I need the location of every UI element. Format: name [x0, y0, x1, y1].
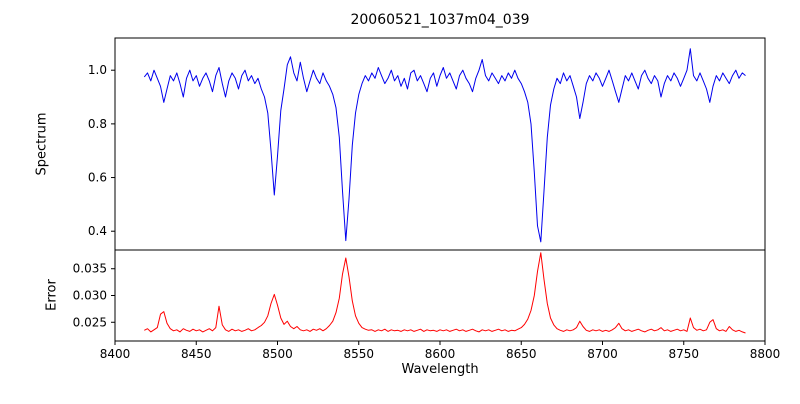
y-tick-label: 0.035	[73, 262, 107, 276]
x-axis-label: Wavelength	[401, 362, 479, 377]
spectrum-line	[143, 48, 746, 243]
x-tick-label: 8450	[181, 347, 212, 361]
error-axes	[114, 249, 766, 342]
error-y-axis-label: Error	[44, 279, 60, 311]
x-tick-label: 8800	[750, 347, 781, 361]
x-tick-label: 8750	[668, 347, 699, 361]
y-tick-label: 0.8	[88, 117, 107, 131]
chart-title: 20060521_1037m04_039	[350, 12, 530, 28]
y-tick-label: 0.030	[73, 289, 107, 303]
y-tick-label: 0.6	[88, 171, 107, 185]
y-tick-label: 0.025	[73, 315, 107, 329]
x-tick-label: 8550	[343, 347, 374, 361]
error-line	[144, 252, 746, 334]
x-tick-label: 8600	[425, 347, 456, 361]
y-tick-label: 0.4	[88, 224, 107, 238]
x-tick-label: 8700	[587, 347, 618, 361]
spectrum-y-axis-label: Spectrum	[34, 112, 50, 176]
spectrum-axes	[114, 37, 766, 251]
y-tick-label: 1.0	[88, 63, 107, 77]
x-tick-label: 8400	[100, 347, 131, 361]
x-tick-label: 8650	[506, 347, 537, 361]
x-tick-label: 8500	[262, 347, 293, 361]
